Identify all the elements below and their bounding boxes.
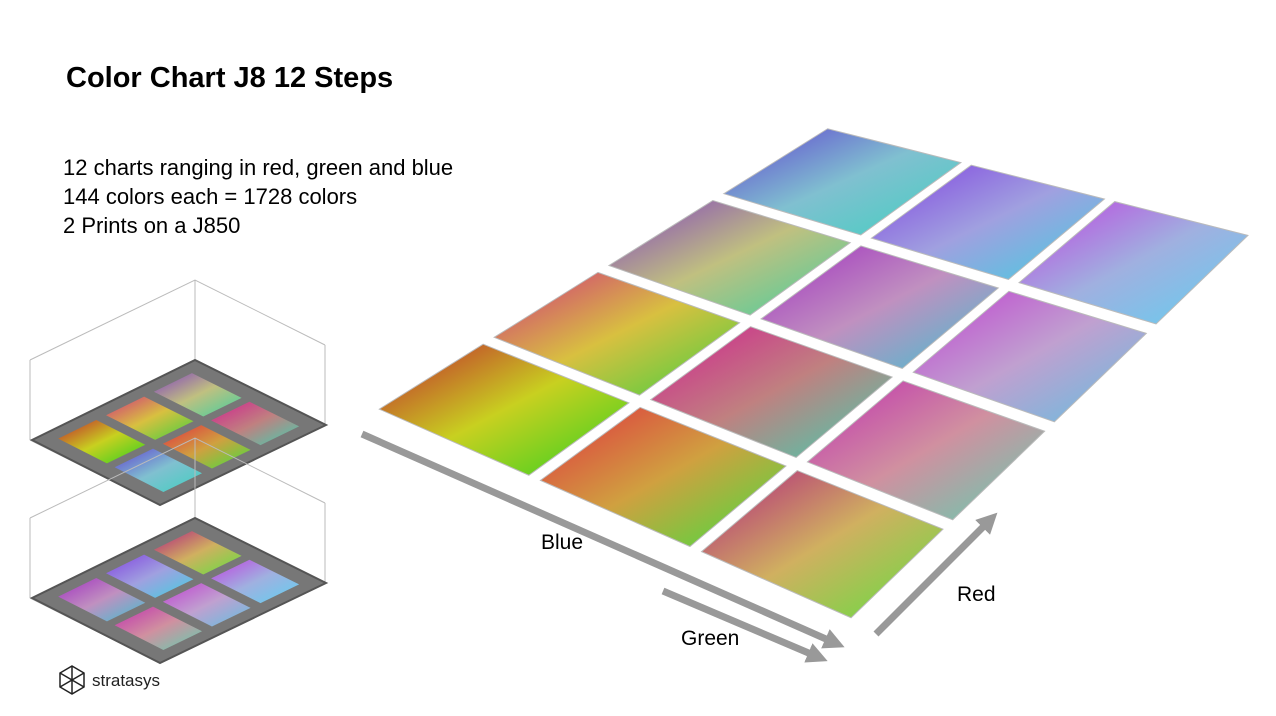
color-chart-tile	[912, 290, 1148, 423]
printer-tile	[106, 396, 194, 440]
body-line: 144 colors each = 1728 colors	[63, 184, 358, 209]
printer-tile	[162, 583, 251, 627]
title: Color Chart J8 12 Steps	[66, 62, 394, 94]
red-label: Red	[957, 583, 996, 606]
printer-tile	[211, 559, 300, 604]
color-chart-tile	[760, 245, 1000, 370]
blue-label: Blue	[541, 531, 583, 554]
color-chart-tile	[607, 200, 852, 316]
printer-tile	[153, 531, 242, 575]
color-chart-tile	[722, 128, 963, 236]
color-chart-grid	[378, 128, 1249, 619]
color-chart-tile	[806, 380, 1046, 521]
logo-icon	[59, 665, 85, 695]
printer-tile	[153, 373, 242, 417]
printer-tray	[29, 516, 329, 665]
printer-frame	[29, 437, 326, 664]
color-chart-tile	[649, 326, 894, 459]
printer-tile	[106, 554, 194, 598]
color-chart-tile	[539, 406, 787, 548]
printer-tray	[29, 358, 329, 507]
printer-tile	[58, 578, 146, 622]
color-chart-tile	[1018, 201, 1249, 325]
blue-arrow	[360, 430, 845, 649]
color-chart-tile	[493, 271, 741, 396]
printer-tile	[211, 401, 300, 446]
body-line: 2 Prints on a J850	[63, 213, 241, 238]
logo-text: stratasys	[92, 671, 160, 690]
green-arrow	[661, 587, 828, 663]
color-chart-tile	[700, 469, 944, 619]
color-chart-tile	[378, 343, 630, 476]
printer-tile	[58, 420, 146, 464]
green-label: Green	[681, 627, 739, 650]
color-chart-tile	[870, 164, 1106, 281]
body-line: 12 charts ranging in red, green and blue	[63, 155, 454, 180]
red-arrow	[873, 512, 998, 637]
printer-trays	[29, 279, 329, 665]
printer-frame	[29, 279, 326, 506]
printer-tile	[114, 448, 203, 492]
printer-tile	[114, 606, 203, 650]
printer-tile	[162, 425, 251, 469]
